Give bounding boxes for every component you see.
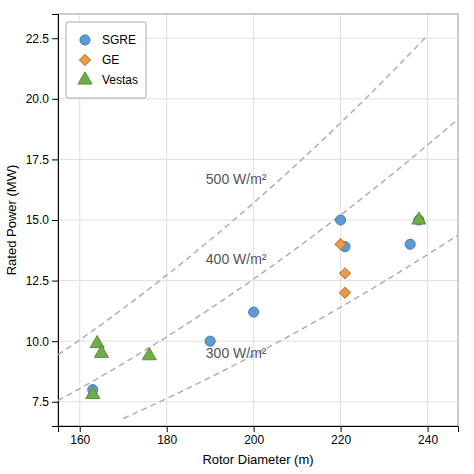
y-tick-label: 20.0 (26, 92, 50, 106)
y-tick-mark (52, 341, 58, 342)
x-tick-label: 180 (157, 433, 177, 447)
y-tick: 15.0 (26, 213, 58, 227)
y-tick-label: 10.0 (26, 335, 50, 349)
plot-area: 160 180 200 220 240 7.5 10.0 12.5 15.0 17.5 20.0 22… (26, 14, 459, 447)
y-tick-mark (52, 159, 58, 160)
scatter-point (412, 212, 426, 224)
legend-item: GE (80, 53, 120, 67)
reference-line (58, 35, 428, 355)
y-tick-mark (52, 99, 58, 100)
y-axis-line (52, 15, 59, 427)
x-tick: 180 (157, 426, 177, 447)
chart-svg: 160 180 200 220 240 7.5 10.0 12.5 15.0 17.5 20.0 22… (0, 0, 474, 474)
legend-symbol (78, 72, 92, 84)
legend-item: SGRE (80, 33, 136, 47)
x-tick-label: 160 (70, 433, 90, 447)
y-tick-mark (52, 281, 58, 282)
x-axis-title: Rotor Diameter (m) (202, 452, 313, 467)
scatter-point (249, 307, 259, 317)
plot-frame (58, 14, 458, 426)
y-tick-label: 12.5 (26, 274, 50, 288)
annotations: 500 W/m² 400 W/m² 300 W/m² (206, 171, 267, 361)
scatter-point (336, 215, 346, 225)
x-tick: 220 (331, 426, 351, 447)
legend: SGRE GE Vestas (66, 22, 146, 98)
scatter-point (339, 268, 350, 279)
y-tick-label: 7.5 (32, 395, 49, 409)
scatter-point (405, 239, 415, 249)
reference-line (58, 119, 458, 401)
x-tick: 160 (70, 426, 90, 447)
x-tick-mark (80, 426, 81, 432)
annotation: 300 W/m² (206, 345, 267, 361)
x-tick: 240 (418, 426, 438, 447)
x-tick-mark (428, 426, 429, 432)
x-tick-label: 220 (331, 433, 351, 447)
grid-line-y (58, 220, 458, 221)
grid-line-y (58, 401, 458, 402)
grid-line-y (58, 341, 458, 342)
y-tick-label: 17.5 (26, 153, 50, 167)
y-tick: 12.5 (26, 274, 58, 288)
legend-label: SGRE (102, 33, 136, 47)
x-tick-label: 240 (418, 433, 438, 447)
grid (58, 14, 458, 426)
x-tick-mark (341, 426, 342, 432)
y-tick-label: 22.5 (26, 32, 50, 46)
legend-box (66, 22, 146, 98)
scatter-point (142, 348, 156, 360)
y-tick: 20.0 (26, 92, 58, 106)
grid-line-y (58, 280, 458, 281)
scatter-point (94, 345, 108, 357)
legend-symbol (80, 35, 90, 45)
annotation: 500 W/m² (206, 171, 267, 187)
x-tick-mark (167, 426, 168, 432)
y-tick-mark (52, 220, 58, 221)
legend-item: Vestas (78, 72, 138, 87)
y-tick: 10.0 (26, 335, 58, 349)
grid-line-y (58, 159, 458, 160)
scatter-point (335, 239, 346, 250)
scatter-point (86, 386, 100, 398)
reference-line (123, 235, 458, 418)
y-tick-mark (52, 38, 58, 39)
y-tick-label: 15.0 (26, 213, 50, 227)
y-axis-title: Rated Power (MW) (4, 165, 19, 276)
scatter-series (335, 239, 350, 298)
x-tick-label: 200 (244, 433, 264, 447)
x-tick: 200 (244, 426, 264, 447)
scatter-series (88, 215, 424, 395)
annotation: 400 W/m² (206, 251, 267, 267)
x-tick-mark (254, 426, 255, 432)
x-axis: 160 180 200 220 240 (59, 426, 459, 447)
y-tick-mark (52, 402, 58, 403)
y-tick: 17.5 (26, 153, 58, 167)
legend-label: Vestas (102, 73, 138, 87)
y-axis: 7.5 10.0 12.5 15.0 17.5 20.0 22.5 (26, 15, 59, 427)
legend-symbol (80, 55, 91, 66)
y-tick: 22.5 (26, 32, 58, 46)
legend-label: GE (102, 53, 119, 67)
x-axis-line (59, 427, 459, 433)
scatter-point (339, 287, 350, 298)
scatter-series (86, 212, 426, 399)
y-tick: 7.5 (32, 395, 58, 409)
